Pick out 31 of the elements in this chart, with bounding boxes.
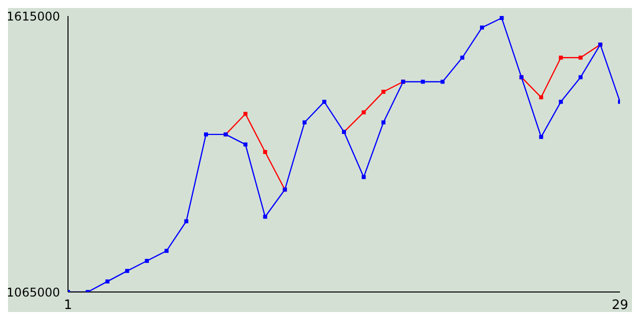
point <box>243 142 248 146</box>
y-tick-label: 1615000 <box>6 9 60 24</box>
point <box>539 134 544 139</box>
point <box>144 258 149 263</box>
point <box>381 120 386 124</box>
point <box>164 248 169 253</box>
point <box>480 26 484 30</box>
point <box>322 100 326 104</box>
point <box>578 75 583 80</box>
x-tick-label: 29 <box>612 298 628 314</box>
point <box>460 56 464 60</box>
y-tick-label: 1065000 <box>6 285 60 300</box>
point <box>362 175 366 180</box>
point <box>558 100 563 104</box>
point <box>440 80 445 84</box>
point <box>263 214 268 219</box>
point <box>558 56 563 60</box>
point <box>381 90 386 94</box>
point <box>578 56 583 60</box>
point <box>362 110 366 114</box>
point <box>500 16 504 20</box>
point <box>204 132 208 136</box>
point <box>420 80 425 84</box>
point <box>105 279 110 284</box>
point <box>302 120 307 124</box>
point <box>263 150 268 154</box>
point <box>243 112 248 116</box>
point <box>539 95 544 100</box>
x-tick-label: 1 <box>64 298 72 314</box>
point <box>184 219 188 224</box>
point <box>125 268 130 273</box>
